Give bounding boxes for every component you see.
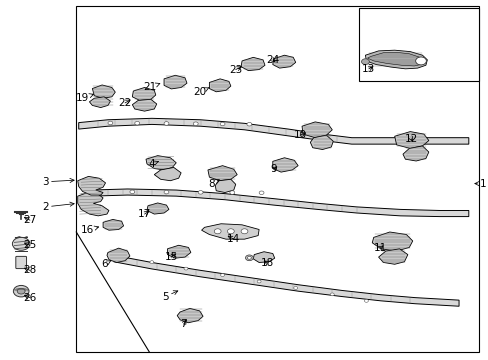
Circle shape xyxy=(415,57,426,65)
Text: 23: 23 xyxy=(229,64,242,75)
Polygon shape xyxy=(167,245,190,258)
Text: 25: 25 xyxy=(23,240,37,250)
Circle shape xyxy=(220,122,224,126)
Text: 16: 16 xyxy=(81,225,99,235)
Polygon shape xyxy=(402,146,428,161)
Bar xyxy=(358,8,478,81)
Circle shape xyxy=(163,122,168,125)
Text: 8: 8 xyxy=(207,179,219,189)
Text: 2: 2 xyxy=(42,202,74,212)
Circle shape xyxy=(163,190,168,194)
Circle shape xyxy=(183,267,187,270)
Polygon shape xyxy=(154,167,181,181)
Circle shape xyxy=(229,191,234,194)
Polygon shape xyxy=(107,248,130,262)
Polygon shape xyxy=(378,249,407,264)
Circle shape xyxy=(198,190,203,194)
Circle shape xyxy=(361,59,368,64)
Circle shape xyxy=(247,256,251,259)
Text: 15: 15 xyxy=(164,252,178,262)
Circle shape xyxy=(293,287,297,289)
Circle shape xyxy=(130,190,135,194)
Circle shape xyxy=(13,285,29,297)
Polygon shape xyxy=(103,220,123,230)
Circle shape xyxy=(220,274,224,276)
Polygon shape xyxy=(146,156,176,170)
Polygon shape xyxy=(78,176,105,195)
Text: 26: 26 xyxy=(23,293,37,303)
Circle shape xyxy=(135,121,140,125)
Polygon shape xyxy=(365,50,427,69)
Circle shape xyxy=(330,293,333,296)
Text: 11: 11 xyxy=(373,243,386,253)
Polygon shape xyxy=(89,97,110,108)
Circle shape xyxy=(259,191,264,194)
Polygon shape xyxy=(78,193,109,216)
Text: 10: 10 xyxy=(293,130,306,140)
Text: 12: 12 xyxy=(404,134,417,144)
Circle shape xyxy=(246,122,251,126)
Polygon shape xyxy=(253,252,274,262)
Polygon shape xyxy=(92,85,115,98)
Polygon shape xyxy=(114,255,458,306)
Polygon shape xyxy=(209,79,230,92)
FancyBboxPatch shape xyxy=(16,256,26,269)
Polygon shape xyxy=(302,122,331,138)
Circle shape xyxy=(245,255,253,261)
Polygon shape xyxy=(132,87,156,100)
Text: 28: 28 xyxy=(23,265,37,275)
Text: 14: 14 xyxy=(227,234,240,244)
Text: 21: 21 xyxy=(142,82,160,93)
Polygon shape xyxy=(241,57,264,71)
Text: 18: 18 xyxy=(261,258,274,268)
Polygon shape xyxy=(91,189,468,217)
Polygon shape xyxy=(272,158,298,172)
Circle shape xyxy=(150,261,154,264)
Text: 1: 1 xyxy=(474,179,486,189)
Polygon shape xyxy=(177,309,203,323)
Polygon shape xyxy=(215,179,235,193)
Circle shape xyxy=(241,229,247,234)
Polygon shape xyxy=(371,232,412,251)
Polygon shape xyxy=(79,118,468,144)
Text: 6: 6 xyxy=(101,259,111,269)
Polygon shape xyxy=(272,55,295,68)
Polygon shape xyxy=(207,166,237,181)
Text: 9: 9 xyxy=(270,164,277,174)
Circle shape xyxy=(12,237,30,250)
Text: 27: 27 xyxy=(23,215,37,225)
Polygon shape xyxy=(132,99,157,111)
Polygon shape xyxy=(310,135,332,149)
Text: 19: 19 xyxy=(76,93,93,103)
Circle shape xyxy=(108,121,113,125)
Circle shape xyxy=(17,288,25,294)
Polygon shape xyxy=(366,52,422,66)
Text: 4: 4 xyxy=(148,159,158,169)
Text: 7: 7 xyxy=(180,319,186,329)
Polygon shape xyxy=(201,224,259,239)
Text: 5: 5 xyxy=(162,291,178,302)
Circle shape xyxy=(257,280,261,283)
Text: 22: 22 xyxy=(118,98,131,108)
Polygon shape xyxy=(147,203,168,214)
Bar xyxy=(76,6,478,352)
Text: 24: 24 xyxy=(265,55,279,65)
Text: 20: 20 xyxy=(193,87,208,97)
Circle shape xyxy=(214,229,221,234)
Circle shape xyxy=(364,300,367,302)
Text: 13: 13 xyxy=(362,64,375,74)
Polygon shape xyxy=(163,75,186,89)
Circle shape xyxy=(227,229,234,234)
Circle shape xyxy=(193,122,198,126)
Text: 3: 3 xyxy=(42,177,74,187)
Text: 17: 17 xyxy=(138,209,151,219)
Polygon shape xyxy=(394,132,428,148)
